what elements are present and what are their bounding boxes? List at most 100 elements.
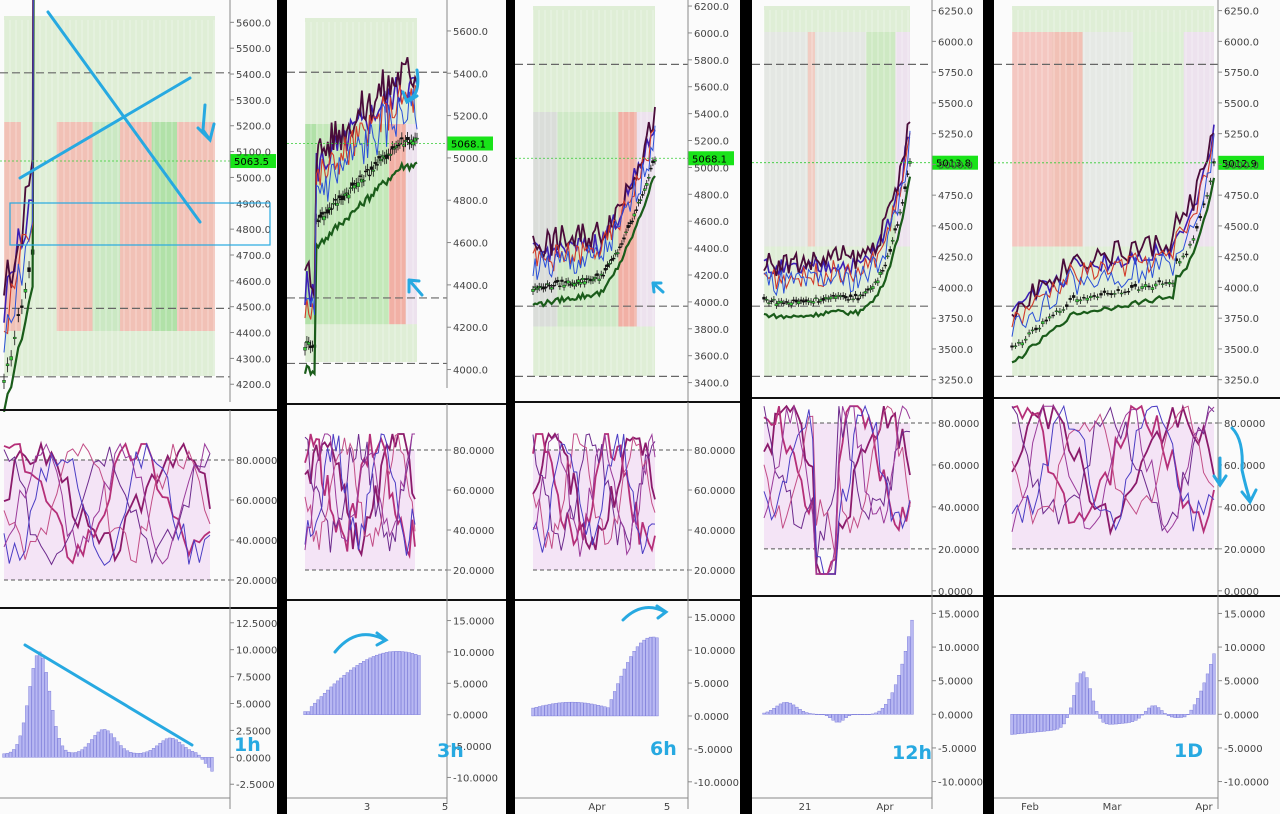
histogram-bar — [547, 704, 551, 717]
candle — [318, 214, 322, 218]
candle — [358, 175, 362, 177]
histogram-bar — [388, 651, 392, 715]
band-upper-line — [532, 129, 656, 263]
histogram-bar — [1163, 713, 1167, 715]
histogram-bar — [96, 731, 100, 758]
hist-tick-label: 2.5000 — [236, 726, 271, 737]
osc-tick-label: 20.0000 — [694, 566, 735, 577]
hist-tick-label: -10.0000 — [694, 778, 739, 789]
candle — [1195, 226, 1199, 229]
trendline-annotation — [18, 76, 192, 180]
candle — [381, 155, 385, 158]
candle — [415, 137, 419, 140]
candle — [356, 182, 360, 187]
price-tick-label: 6000.0 — [1224, 37, 1259, 48]
candle — [562, 284, 566, 288]
osc-line — [304, 433, 415, 551]
histogram-bar — [778, 703, 783, 715]
candle — [375, 164, 379, 166]
osc-tick-label: 60.0000 — [694, 486, 735, 497]
candle — [576, 279, 581, 283]
hist-tick-label: -10.0000 — [1224, 778, 1269, 789]
chart-panel-3h: 5068.1 5600.0 5400.0 5200.0 5000.0 4800.0 4600… — [287, 0, 506, 814]
histogram-bar — [306, 711, 310, 715]
histogram-bar — [893, 684, 898, 715]
histogram-bar — [67, 751, 71, 758]
price-tick-label: 5400.0 — [453, 69, 488, 80]
histogram-bar — [907, 636, 911, 715]
histogram-bar — [158, 742, 162, 758]
candle — [5, 363, 10, 367]
candle — [851, 298, 855, 301]
price-tick-label: 4600.0 — [694, 217, 729, 228]
histogram-bar — [596, 705, 600, 717]
candle — [1061, 309, 1066, 311]
histogram-bar — [815, 713, 819, 715]
osc-line — [304, 433, 416, 558]
candle — [871, 286, 875, 289]
histogram-bar — [824, 714, 829, 717]
candle — [402, 144, 406, 147]
candle — [829, 296, 833, 300]
histogram-bar — [303, 711, 307, 715]
candle — [834, 296, 838, 299]
osc-tick-label: 0.0000 — [1224, 587, 1259, 598]
candle — [1102, 290, 1107, 293]
candle — [335, 203, 339, 206]
candle — [1191, 238, 1196, 241]
histogram-bar — [142, 752, 146, 758]
candle — [1147, 285, 1151, 288]
candle — [1119, 292, 1124, 295]
candle — [1188, 243, 1192, 246]
histogram-bar — [1205, 673, 1210, 715]
candle — [1150, 287, 1155, 290]
price-tick-label: 4250.0 — [1224, 253, 1259, 264]
histogram-bar — [1137, 714, 1141, 719]
candle — [1123, 291, 1127, 294]
candle — [560, 279, 564, 282]
candle — [628, 222, 632, 224]
x-tick-label: 21 — [799, 802, 812, 813]
candle — [881, 269, 885, 272]
histogram-bar — [38, 651, 42, 758]
osc-tick-label: 40.0000 — [236, 536, 277, 547]
candle — [1181, 255, 1185, 258]
candle — [1116, 289, 1120, 291]
histogram-bar — [326, 689, 330, 715]
osc-tick-label: 60.0000 — [453, 486, 494, 497]
osc-line — [1011, 404, 1215, 532]
candle — [1106, 293, 1110, 295]
candle — [890, 239, 895, 242]
histogram-bar — [567, 701, 571, 717]
histogram-bar — [184, 747, 188, 758]
candle — [647, 177, 651, 179]
histogram-bar — [355, 665, 359, 715]
price-tick-label: 3250.0 — [938, 376, 973, 387]
candle — [762, 296, 766, 300]
histogram-bar — [1111, 714, 1115, 725]
histogram-bar — [151, 748, 156, 758]
candle — [543, 286, 548, 289]
histogram-bar — [112, 737, 117, 758]
histogram-bar — [557, 702, 561, 717]
histogram-bar — [1098, 714, 1102, 719]
candle — [1154, 283, 1158, 287]
regime-band — [866, 32, 896, 247]
hist-tick-label: -5.0000 — [938, 744, 977, 755]
last-price-label: 5012.9 — [1222, 159, 1257, 170]
chart-panel-12h: 5013.8 6250.0 6000.0 5750.0 5500.0 5250.0 5000… — [752, 0, 983, 814]
candle — [337, 195, 341, 199]
candle — [551, 285, 556, 287]
x-tick-label: 5 — [442, 802, 448, 813]
band-top-line — [532, 106, 656, 262]
price-tick-label: 4250.0 — [938, 253, 973, 264]
price-tick-label: 5600.0 — [694, 83, 729, 94]
histogram-bar — [841, 714, 845, 721]
histogram-bar — [609, 699, 613, 717]
price-tick-label: 4000.0 — [938, 283, 973, 294]
regime-band — [1012, 32, 1053, 247]
candle — [405, 137, 410, 141]
price-tick-label: 6200.0 — [694, 2, 729, 13]
candle — [320, 212, 324, 215]
candle — [1013, 345, 1018, 348]
